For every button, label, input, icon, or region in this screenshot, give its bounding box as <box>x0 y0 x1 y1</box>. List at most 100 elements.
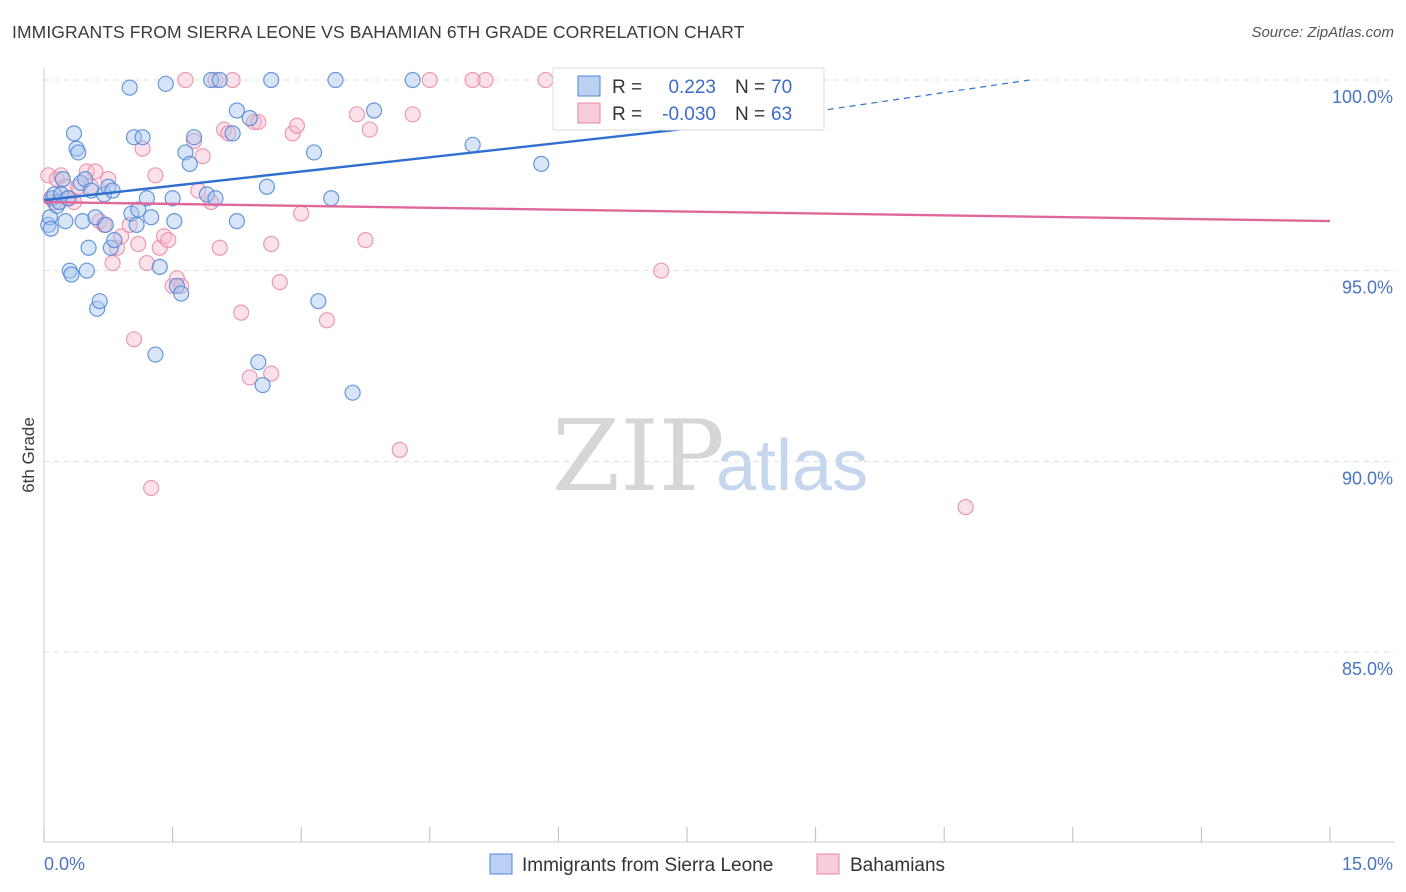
sierra-leone-point <box>143 209 160 226</box>
bahamians-point <box>653 262 670 279</box>
legend-r-label-1: R = <box>612 104 642 125</box>
bahamians-point <box>293 205 310 222</box>
sierra-leone-point <box>130 201 147 218</box>
sierra-leone-point <box>63 266 80 283</box>
sierra-leone-point <box>254 376 271 394</box>
bahamians-point <box>233 304 250 321</box>
bahamians-point <box>318 312 336 329</box>
sierra-leone-point <box>97 216 114 234</box>
watermark-atlas: atlas <box>716 426 868 506</box>
bahamians-point <box>134 140 151 157</box>
sierra-leone-point <box>125 129 143 146</box>
sierra-leone-point <box>70 144 87 161</box>
bahamians-point <box>421 71 438 89</box>
y-tick-labels: 85.0% 90.0% 95.0% 100.0% <box>1332 87 1393 679</box>
sierra-leone-point <box>106 232 123 249</box>
stats-legend: R = 0.223 N = 70 R = -0.030 N = 63 <box>552 67 825 131</box>
sierra-leone-point <box>42 220 59 237</box>
bahamians-point <box>263 235 280 253</box>
bahamians-trend-line <box>43 200 1331 223</box>
bahamians-point <box>357 232 374 249</box>
legend-n-label-1: N = <box>735 104 765 125</box>
legend-swatch-pink <box>577 102 601 124</box>
sierra-leone-point <box>404 71 421 89</box>
sierra-leone-point <box>365 102 383 119</box>
sierra-leone-point <box>121 79 138 96</box>
sierra-leone-point <box>134 129 151 146</box>
bahamians-point <box>464 71 481 89</box>
bahamians-point <box>263 365 280 382</box>
x-tick-labels: 0.0% 15.0% <box>44 854 1393 874</box>
sierra-leone-point <box>104 182 121 199</box>
sierra-leone-point <box>54 171 71 188</box>
bahamians-point <box>284 125 301 142</box>
sierra-leone-point <box>57 212 74 230</box>
sierra-leone-point <box>78 262 95 279</box>
sierra-leone-point <box>464 136 481 153</box>
sierra-leone-point <box>228 102 245 119</box>
sierra-leone-point <box>241 110 258 127</box>
bahamians-point <box>537 71 554 89</box>
sierra-leone-point <box>250 354 267 371</box>
watermark-zip: ZIP <box>552 400 725 514</box>
sierra-leone-trend-line <box>43 122 730 202</box>
sierra-leone-point <box>224 125 241 142</box>
sierra-leone-point <box>164 190 181 207</box>
sierra-leone-point <box>185 129 203 146</box>
y-tick-label: 90.0% <box>1342 468 1393 488</box>
legend-r-label-0: R = <box>612 77 642 98</box>
sierra-leone-point <box>533 155 550 172</box>
sierra-leone-point <box>166 212 183 230</box>
sierra-leone-point <box>102 239 119 256</box>
bahamians-point <box>147 167 164 184</box>
legend-n-value-0: 70 <box>771 77 792 98</box>
bahamians-point <box>207 71 224 89</box>
grid <box>44 79 1395 653</box>
sierra-leone-point <box>327 71 344 89</box>
chart-title: IMMIGRANTS FROM SIERRA LEONE VS BAHAMIAN… <box>12 22 745 42</box>
sierra-leone-point <box>323 190 340 207</box>
bahamians-point <box>143 479 160 497</box>
sierra-leone-point <box>310 293 327 310</box>
sierra-leone-point <box>263 71 280 89</box>
bahamians-point <box>288 117 306 134</box>
chart-source: Source: ZipAtlas.com <box>1251 24 1394 41</box>
bahamians-point <box>271 274 288 291</box>
bahamians-point <box>185 132 203 150</box>
sierra-leone-point <box>344 384 361 401</box>
bahamians-point <box>404 106 421 123</box>
bahamians-point <box>224 71 241 89</box>
legend-swatch-blue <box>577 75 601 97</box>
legend-r-value-1: -0.030 <box>662 104 716 125</box>
bahamians-point <box>211 239 228 256</box>
bahamians-point <box>130 235 147 253</box>
sierra-leone-point <box>91 293 108 310</box>
bahamians-point <box>957 498 974 516</box>
bahamians-point <box>477 71 494 89</box>
bahamians-point <box>177 71 194 89</box>
y-tick-label: 95.0% <box>1342 278 1393 298</box>
x-tick-label: 0.0% <box>44 854 85 874</box>
sierra-leone-point <box>74 212 91 230</box>
legend-r-value-0: 0.223 <box>668 77 716 98</box>
sierra-leone-point <box>168 277 185 295</box>
sierra-leone-point <box>128 216 145 234</box>
trend-lines <box>43 79 1331 223</box>
bahamians-point <box>391 441 408 458</box>
sierra-leone-point <box>151 258 168 275</box>
bahamians-point <box>220 125 237 142</box>
sierra-leone-point <box>198 186 215 203</box>
sierra-leone-point <box>80 239 97 256</box>
sierra-leone-point <box>147 346 164 363</box>
sierra-leone-point <box>157 75 174 92</box>
series-legend-label-blue: Immigrants from Sierra Leone <box>522 855 773 876</box>
sierra-leone-point <box>228 212 245 230</box>
bahamians-point <box>104 254 121 272</box>
y-tick-label: 85.0% <box>1342 659 1393 679</box>
bahamians-point <box>361 121 378 138</box>
legend-n-value-1: 63 <box>771 104 792 125</box>
series-legend: Immigrants from Sierra Leone Bahamians <box>489 853 945 876</box>
legend-n-label-0: N = <box>735 77 765 98</box>
series-legend-swatch-pink <box>816 853 840 875</box>
